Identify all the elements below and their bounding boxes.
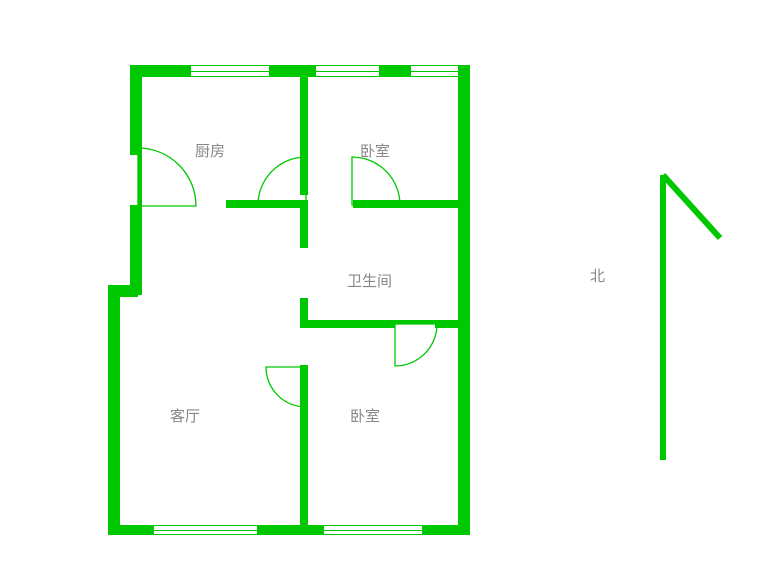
label-living-room: 客厅	[170, 405, 200, 426]
doors-layer	[0, 0, 764, 587]
label-kitchen: 厨房	[195, 140, 225, 161]
label-bedroom-top: 卧室	[360, 140, 390, 161]
label-bedroom-bottom: 卧室	[350, 405, 380, 426]
floor-plan-stage: { "canvas": { "width": 764, "height": 58…	[0, 0, 764, 587]
label-north: 北	[590, 265, 605, 286]
label-bathroom: 卫生间	[347, 270, 392, 291]
